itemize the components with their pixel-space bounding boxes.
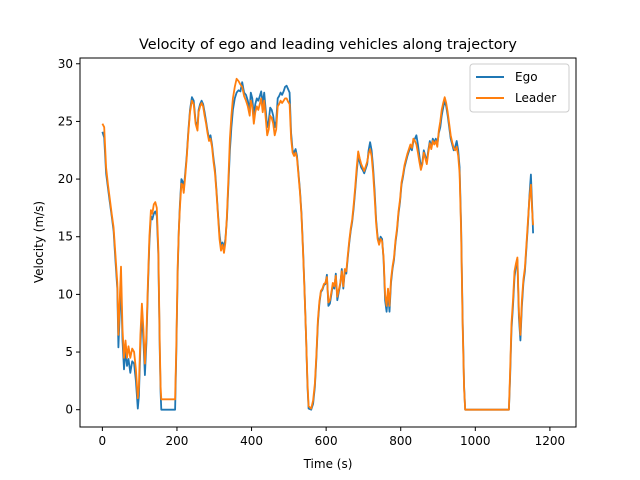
legend-label-ego: Ego bbox=[515, 70, 538, 84]
y-axis-label: Velocity (m/s) bbox=[32, 201, 46, 283]
legend: Ego Leader bbox=[469, 63, 570, 113]
y-tick-label: 25 bbox=[58, 114, 73, 128]
x-axis: 0 200 400 600 800 1000 1200 bbox=[99, 427, 566, 448]
legend-label-leader: Leader bbox=[515, 91, 556, 105]
x-tick-label: 1000 bbox=[460, 434, 491, 448]
x-axis-label: Time (s) bbox=[303, 457, 353, 471]
y-axis: 0 5 10 15 20 25 30 bbox=[58, 57, 80, 417]
x-tick-label: 0 bbox=[99, 434, 107, 448]
plot-frame bbox=[79, 57, 577, 428]
x-tick-label: 600 bbox=[315, 434, 338, 448]
series-layer bbox=[101, 77, 534, 411]
series-line-leader bbox=[101, 77, 534, 411]
y-tick-label: 0 bbox=[65, 403, 73, 417]
y-tick-label: 20 bbox=[58, 172, 73, 186]
x-tick-label: 800 bbox=[389, 434, 412, 448]
y-tick-label: 5 bbox=[65, 345, 73, 359]
y-tick-label: 30 bbox=[58, 57, 73, 71]
y-tick-label: 10 bbox=[58, 287, 73, 301]
x-tick-label: 1200 bbox=[535, 434, 566, 448]
chart-title: Velocity of ego and leading vehicles alo… bbox=[139, 37, 517, 53]
x-tick-label: 400 bbox=[240, 434, 263, 448]
y-tick-label: 15 bbox=[58, 230, 73, 244]
x-tick-label: 200 bbox=[166, 434, 189, 448]
